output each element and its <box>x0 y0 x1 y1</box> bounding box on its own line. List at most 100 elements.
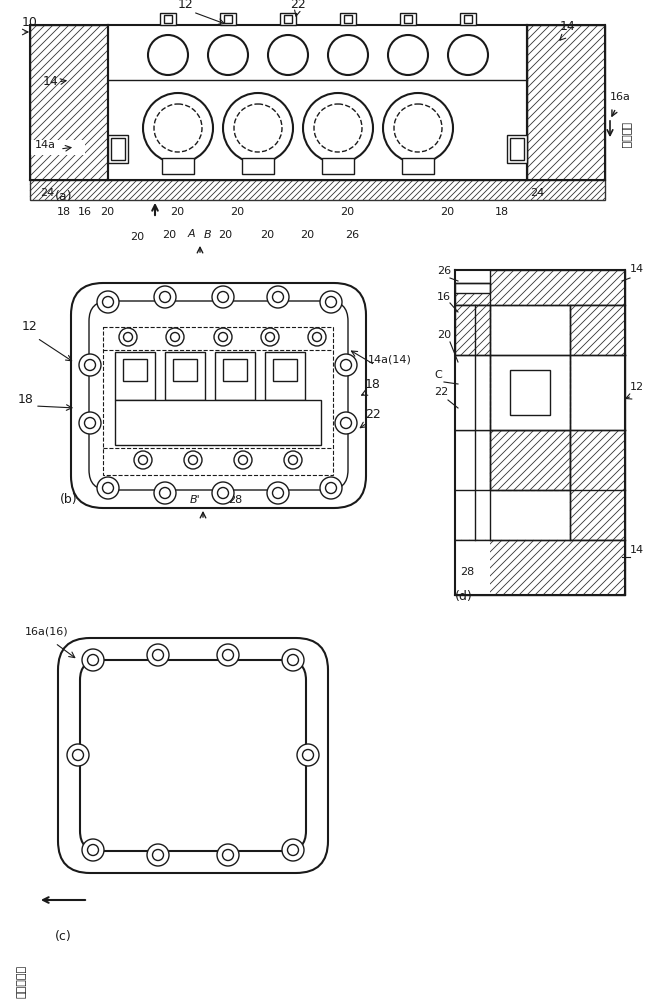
Bar <box>510 138 524 160</box>
Text: 16a(16): 16a(16) <box>25 627 68 637</box>
Circle shape <box>302 750 313 760</box>
Text: 20: 20 <box>260 230 274 240</box>
Circle shape <box>87 844 98 856</box>
Circle shape <box>189 456 198 464</box>
Circle shape <box>147 644 169 666</box>
Text: 18: 18 <box>57 207 71 217</box>
Circle shape <box>166 328 184 346</box>
Circle shape <box>82 649 104 671</box>
Circle shape <box>160 488 171 498</box>
Bar <box>103 327 333 475</box>
Circle shape <box>82 839 104 861</box>
Text: 14a(14): 14a(14) <box>368 354 412 364</box>
Circle shape <box>138 456 147 464</box>
Circle shape <box>222 650 233 660</box>
Circle shape <box>67 744 89 766</box>
Bar <box>242 158 274 174</box>
Circle shape <box>79 412 101 434</box>
Text: 20: 20 <box>230 207 244 217</box>
Text: 20: 20 <box>162 230 176 240</box>
Circle shape <box>320 291 342 313</box>
Text: 12: 12 <box>630 382 644 392</box>
Circle shape <box>326 296 337 308</box>
Circle shape <box>388 35 428 75</box>
Bar <box>527 25 605 180</box>
Circle shape <box>87 654 98 666</box>
Bar <box>490 355 570 430</box>
Bar <box>455 270 490 293</box>
Bar <box>160 13 176 25</box>
Circle shape <box>326 483 337 493</box>
Bar <box>273 359 297 381</box>
Text: 22: 22 <box>290 0 306 11</box>
FancyBboxPatch shape <box>80 660 306 851</box>
Bar <box>570 305 625 540</box>
Bar <box>510 370 550 415</box>
Bar <box>495 360 565 425</box>
Circle shape <box>218 488 229 498</box>
Bar <box>284 15 292 23</box>
Text: 28: 28 <box>460 567 474 577</box>
Circle shape <box>267 482 289 504</box>
Text: 20: 20 <box>170 207 184 217</box>
Text: 24: 24 <box>40 188 54 198</box>
FancyBboxPatch shape <box>89 301 348 490</box>
Circle shape <box>234 451 252 469</box>
Bar <box>30 25 108 180</box>
Text: 20: 20 <box>218 230 232 240</box>
Bar <box>280 13 296 25</box>
FancyBboxPatch shape <box>71 283 366 508</box>
Text: 22: 22 <box>365 408 380 421</box>
Text: 14: 14 <box>43 75 59 88</box>
Text: B: B <box>204 230 212 240</box>
Bar <box>490 430 570 490</box>
Circle shape <box>273 488 284 498</box>
Circle shape <box>103 296 114 308</box>
Circle shape <box>123 332 132 342</box>
Bar <box>402 158 434 174</box>
Circle shape <box>448 35 488 75</box>
Text: 20: 20 <box>440 207 454 217</box>
Bar <box>455 355 490 430</box>
Text: 20: 20 <box>130 232 144 242</box>
Circle shape <box>222 850 233 860</box>
Text: 20: 20 <box>437 330 451 340</box>
Text: 18: 18 <box>365 378 381 391</box>
Circle shape <box>152 850 163 860</box>
Text: 20: 20 <box>340 207 354 217</box>
Bar <box>460 13 476 25</box>
Circle shape <box>214 328 232 346</box>
Bar <box>464 15 472 23</box>
Circle shape <box>284 451 302 469</box>
Circle shape <box>303 93 373 163</box>
Bar <box>30 140 85 155</box>
Bar <box>322 158 354 174</box>
Text: 车辆前方: 车辆前方 <box>620 122 630 148</box>
Circle shape <box>234 104 282 152</box>
Bar <box>455 270 625 305</box>
Text: B': B' <box>190 495 201 505</box>
Text: 20: 20 <box>300 230 314 240</box>
Bar <box>162 158 194 174</box>
Bar <box>164 15 172 23</box>
Circle shape <box>103 483 114 493</box>
Bar <box>455 540 490 595</box>
Bar <box>111 138 125 160</box>
Bar <box>507 135 527 163</box>
Text: 14: 14 <box>560 20 576 33</box>
Bar <box>344 15 352 23</box>
Circle shape <box>212 286 234 308</box>
Circle shape <box>147 844 169 866</box>
Bar <box>570 355 625 430</box>
Circle shape <box>383 93 453 163</box>
Circle shape <box>143 93 213 163</box>
Text: 20: 20 <box>100 207 114 217</box>
Circle shape <box>328 35 368 75</box>
Circle shape <box>308 328 326 346</box>
Circle shape <box>287 844 298 856</box>
Bar <box>490 305 570 490</box>
Circle shape <box>340 418 351 428</box>
Circle shape <box>223 93 293 163</box>
Bar <box>455 283 490 293</box>
Circle shape <box>297 744 319 766</box>
